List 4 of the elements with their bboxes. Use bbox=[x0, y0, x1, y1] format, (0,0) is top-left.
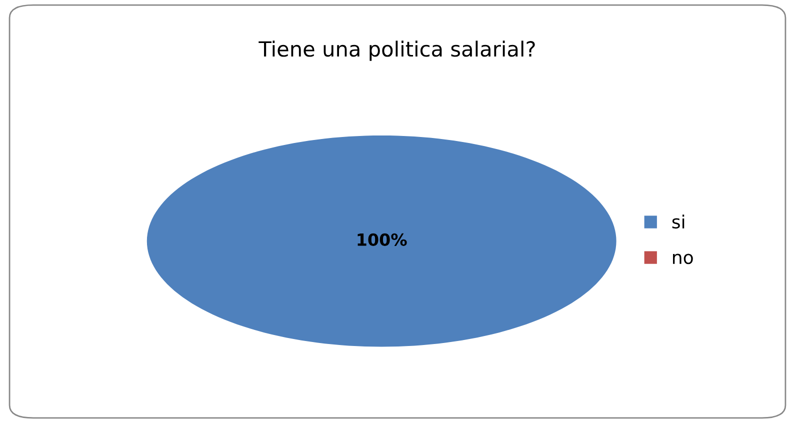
legend-label: si bbox=[672, 214, 684, 229]
chart-title: Tiene una politica salarial? bbox=[258, 40, 535, 61]
legend-label: no bbox=[673, 254, 693, 264]
data-label: 100% bbox=[358, 233, 407, 246]
